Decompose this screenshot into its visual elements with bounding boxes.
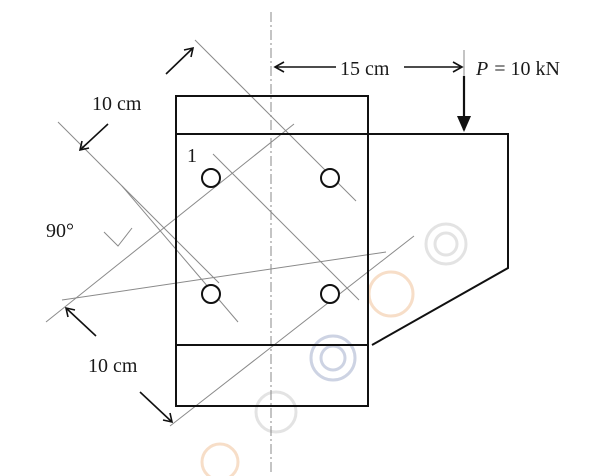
watermark-seal-gray [424, 222, 468, 266]
upper-pitch-arrowhead-bottom [78, 140, 90, 152]
lower-pitch-arrowhead-bottom [162, 412, 174, 424]
bolt-2 [320, 168, 340, 188]
load-arrow [457, 76, 471, 132]
watermark-logos [200, 222, 468, 476]
load-arrow-head [457, 116, 471, 132]
dim-arrow-right [452, 61, 464, 73]
upper-pitch-label: 10 cm [92, 93, 142, 115]
lower-pitch-label: 10 cm [88, 355, 138, 377]
column-plate [175, 95, 369, 407]
pitch-line-left [121, 185, 239, 323]
watermark-gear-blue-inner [319, 344, 347, 372]
watermark-seal-orange [367, 270, 415, 318]
upper-pitch-arrow-bottom [79, 123, 109, 151]
lower-pitch-arrows [64, 306, 174, 424]
load-label: P = 10 kN [475, 58, 560, 80]
upper-pitch-arrow-top [165, 47, 194, 75]
lower-pitch-arrow-bottom [139, 391, 173, 423]
watermark-seal-bottom [200, 442, 240, 476]
perpendicular-line-lower [61, 251, 387, 301]
bolt-group [201, 168, 340, 304]
dim-arrow-left [273, 61, 285, 73]
eccentricity-dimension [273, 50, 465, 82]
bolt-row-diagonal [212, 153, 360, 301]
bolt-number-label: 1 [187, 145, 197, 167]
upper-pitch-arrowhead-top [183, 46, 195, 58]
perpendicular-line-upper [45, 123, 295, 323]
watermark-seal-gray-inner [433, 231, 459, 257]
upper-pitch-arrows [78, 46, 195, 152]
watermark-seal-lightgray [254, 390, 298, 434]
load-symbol: P [475, 58, 488, 80]
connection-geometry [175, 95, 509, 407]
angle-label: 90° [46, 220, 74, 242]
load-value: = 10 kN [494, 58, 560, 80]
watermark-gear-blue [309, 334, 357, 382]
right-angle-marker [103, 227, 133, 247]
bolt-1 [201, 168, 221, 188]
horizontal-dimension-label: 15 cm [340, 58, 390, 80]
bolt-4 [320, 284, 340, 304]
lower-pitch-arrowhead-top [64, 306, 76, 318]
bolt-3 [201, 284, 221, 304]
bracket-plate-outline [368, 133, 509, 346]
pitch-line-lower-outer [169, 235, 415, 427]
lower-pitch-arrow-top [65, 307, 97, 337]
